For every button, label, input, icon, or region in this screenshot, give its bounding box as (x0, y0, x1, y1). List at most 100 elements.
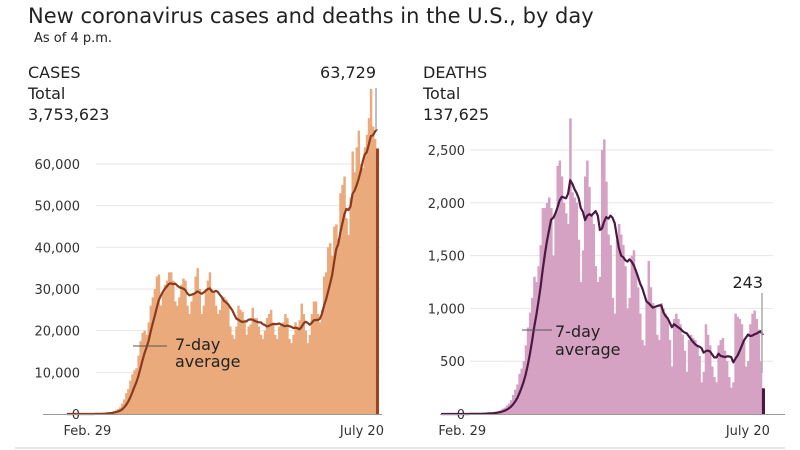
cases-bar (210, 289, 214, 414)
deaths-bar (713, 377, 716, 414)
cases-bar (329, 243, 332, 414)
cases-bar (223, 297, 226, 414)
cases-bar (157, 274, 161, 414)
deaths-bar (692, 337, 695, 414)
deaths-bar (641, 340, 644, 414)
cases-bar (192, 293, 195, 414)
deaths-bar (675, 313, 678, 414)
cases-bar (151, 297, 155, 414)
deaths-bar (706, 334, 710, 414)
cases-bar (184, 280, 187, 414)
cases-bar (251, 307, 255, 414)
cases-bar (322, 276, 326, 414)
deaths-y-tick-label: 2,000 (428, 197, 465, 212)
cases-bar (147, 322, 151, 414)
deaths-bar (632, 250, 636, 414)
cases-bar (231, 334, 234, 414)
deaths-bar (554, 213, 557, 414)
cases-bar (249, 324, 252, 414)
deaths-bar (626, 308, 629, 414)
cases-bar (351, 151, 354, 414)
deaths-bar (747, 361, 750, 414)
cases-bar (363, 147, 367, 415)
cases-bar (343, 176, 346, 414)
cases-bar (259, 334, 263, 414)
cases-bar (288, 339, 291, 414)
cases-bar (200, 314, 204, 414)
deaths-bar (651, 303, 655, 414)
cases-header: CASES Total 3,753,623 (28, 62, 109, 125)
cases-bar (227, 305, 230, 414)
cases-bar (331, 255, 334, 414)
cases-bar (182, 278, 185, 414)
deaths-bar (749, 324, 752, 414)
cases-bar (265, 318, 269, 414)
cases-bar (324, 272, 328, 414)
cases-bar (190, 301, 193, 414)
deaths-bar (573, 197, 576, 414)
deaths-y-tick-label: 1,500 (428, 250, 465, 265)
deaths-average-label-line2: average (555, 340, 621, 359)
cases-bar (196, 268, 199, 414)
cases-bar (237, 305, 240, 414)
deaths-bar (708, 345, 712, 414)
cases-total-label: Total (28, 84, 66, 103)
deaths-bar (653, 308, 657, 414)
deaths-y-tick-label: 2,500 (428, 144, 465, 159)
deaths-bar (630, 255, 634, 414)
cases-bar (327, 247, 330, 414)
deaths-bar (533, 276, 536, 414)
deaths-bar (668, 340, 672, 414)
deaths-bar (711, 366, 714, 414)
deaths-bar (571, 192, 574, 414)
cases-bar (233, 339, 236, 414)
cases-bar (186, 305, 189, 414)
deaths-bar (569, 118, 572, 414)
cases-bar (304, 330, 308, 414)
deaths-bar (656, 334, 659, 414)
cases-bar (369, 89, 373, 414)
cases-average-label-line1: 7-day (175, 335, 220, 354)
cases-bar (339, 193, 342, 414)
cases-bar (320, 309, 324, 414)
cases-bar (314, 301, 318, 414)
deaths-bar (620, 234, 623, 414)
deaths-bar (683, 350, 687, 414)
chart-title: New coronavirus cases and deaths in the … (28, 4, 594, 28)
deaths-bar (607, 234, 610, 414)
deaths-bar (689, 334, 693, 414)
deaths-bar (545, 202, 549, 414)
cases-bar (245, 334, 248, 414)
deaths-y-tick-label: 0 (457, 408, 465, 423)
deaths-bar (615, 239, 619, 414)
deaths-bar (694, 340, 697, 414)
deaths-bar (624, 266, 627, 414)
deaths-bar (647, 260, 651, 414)
deaths-bar (687, 340, 691, 414)
cases-bar (341, 184, 344, 414)
cases-bar (300, 303, 303, 414)
cases-y-tick-label: 0 (72, 408, 80, 423)
deaths-bar (600, 150, 604, 414)
cases-bar (359, 164, 363, 414)
cases-bar (274, 334, 277, 414)
cases-bar (180, 284, 183, 414)
cases-x-tick-label: Feb. 29 (63, 424, 111, 439)
cases-bar (255, 318, 259, 414)
cases-bar (220, 297, 224, 414)
deaths-bar (598, 276, 602, 414)
deaths-x-tick-label: July 20 (725, 424, 770, 439)
cases-bar (153, 289, 157, 414)
cases-bar (261, 339, 265, 414)
cases-bar (257, 326, 261, 414)
cases-y-tick-label: 30,000 (35, 283, 81, 298)
cases-bar (214, 305, 218, 414)
cases-y-tick-label: 50,000 (35, 200, 81, 215)
cases-bar (133, 370, 136, 414)
deaths-bar (617, 223, 621, 414)
cases-bar (143, 330, 146, 414)
cases-x-tick-label: July 20 (339, 424, 384, 439)
deaths-bar (649, 287, 653, 414)
cases-bar (188, 314, 191, 414)
cases-bar (267, 314, 271, 414)
